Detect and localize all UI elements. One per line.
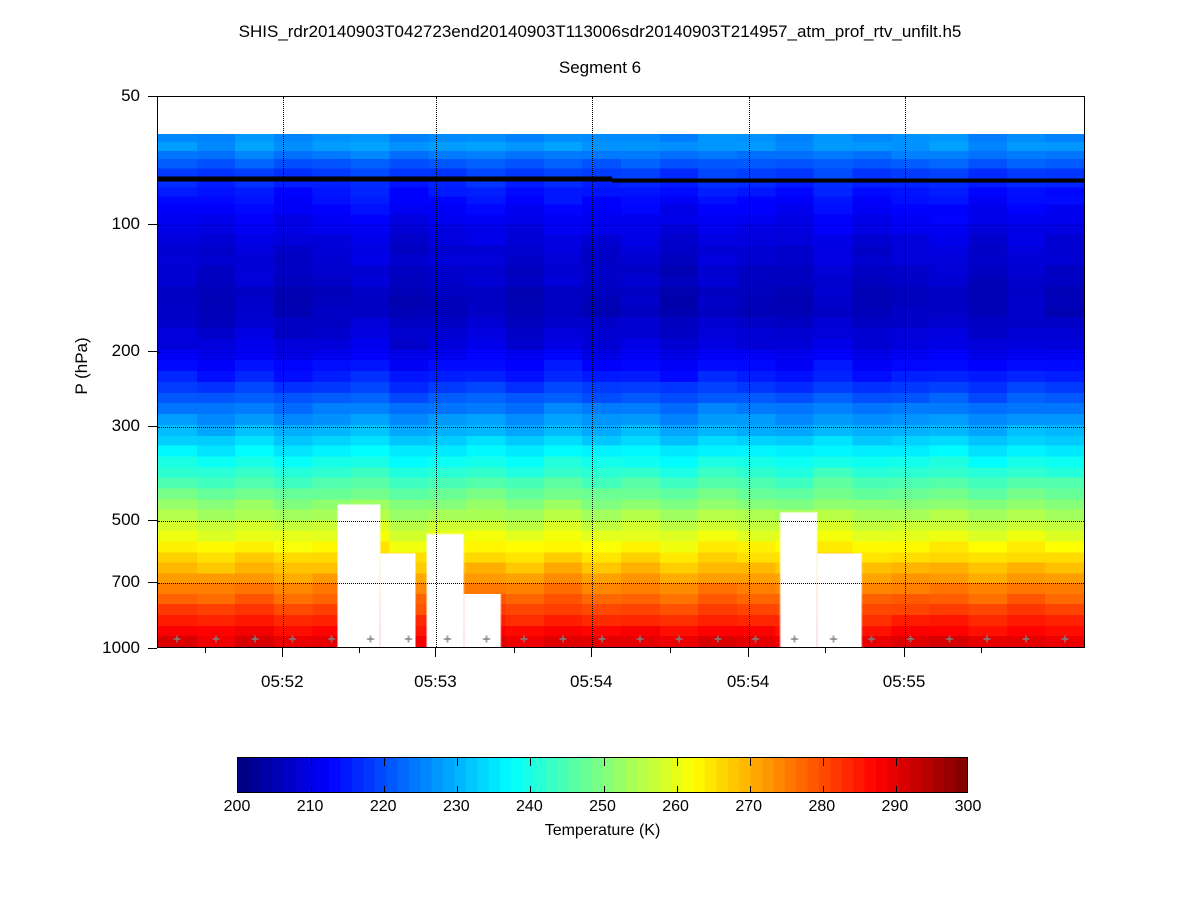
colorbar-tick-top-220 — [384, 758, 386, 766]
colorbar-tick-bottom-290 — [895, 786, 897, 792]
x-tick-label-2: 05:54 — [570, 672, 613, 691]
x-tick-minor-5 — [981, 648, 983, 653]
y-tick-500 — [148, 520, 157, 522]
x-tick-minor-2 — [514, 648, 516, 653]
colorbar-tick-top-230 — [457, 758, 459, 766]
x-tick-minor-0 — [205, 648, 207, 653]
x-tick-minor-1 — [359, 648, 361, 653]
x-tick-minor-4 — [825, 648, 827, 653]
colorbar-tick-label-210: 210 — [296, 798, 324, 815]
y-tick-1000 — [148, 648, 157, 649]
x-tick-label-1: 05:53 — [414, 672, 457, 691]
gridline-horizontal-100 — [158, 224, 1084, 226]
figure-title: SHIS_rdr20140903T042723end20140903T11300… — [238, 22, 962, 41]
colorbar-tick-top-290 — [895, 758, 897, 766]
colorbar-tick-top-250 — [603, 758, 605, 766]
y-tick-label-200: 200 — [111, 341, 140, 361]
figure-subtitle: Segment 6 — [558, 58, 642, 77]
x-tick-label-4: 05:55 — [882, 672, 926, 691]
gridline-vertical-3 — [749, 97, 751, 647]
colorbar-tick-label-300: 300 — [954, 798, 982, 815]
colorbar-tick-top-260 — [676, 758, 678, 766]
colorbar-title: Temperature (K) — [544, 822, 661, 839]
colorbar-tick-bottom-280 — [822, 786, 824, 792]
x-tick-label-0: 05:52 — [260, 672, 304, 691]
gridline-horizontal-500 — [158, 521, 1084, 523]
colorbar-tick-bottom-260 — [676, 786, 678, 792]
y-tick-700 — [148, 582, 157, 584]
x-tick-major-0 — [282, 648, 284, 657]
colorbar-tick-label-240: 240 — [516, 798, 543, 815]
colorbar — [237, 757, 968, 793]
colorbar-tick-label-280: 280 — [808, 798, 836, 815]
colorbar-tick-label-220: 220 — [369, 798, 397, 815]
y-tick-label-100: 100 — [111, 213, 140, 233]
y-tick-label-1000: 1000 — [102, 638, 140, 657]
y-tick-300 — [148, 426, 157, 428]
y-tick-200 — [148, 351, 157, 353]
colorbar-tick-top-240 — [530, 758, 532, 766]
colorbar-tick-label-260: 260 — [662, 798, 689, 815]
colorbar-tick-bottom-250 — [603, 786, 605, 792]
colorbar-tick-label-290: 290 — [881, 798, 909, 815]
colorbar-tick-bottom-230 — [457, 786, 459, 792]
colorbar-tick-label-250: 250 — [589, 798, 616, 815]
colorbar-tick-top-210 — [311, 758, 313, 766]
x-tick-major-1 — [435, 648, 437, 657]
y-tick-label-50: 50 — [121, 86, 140, 105]
colorbar-tick-bottom-240 — [530, 786, 532, 792]
colorbar-tick-label-200: 200 — [223, 798, 251, 815]
gridline-vertical-1 — [436, 97, 438, 647]
x-tick-minor-3 — [670, 648, 672, 653]
gridline-vertical-4 — [905, 97, 907, 647]
x-tick-major-3 — [748, 648, 750, 657]
colorbar-tick-bottom-270 — [749, 786, 751, 792]
colorbar-tick-top-280 — [822, 758, 824, 766]
x-tick-major-2 — [591, 648, 593, 657]
plot-axes — [157, 96, 1085, 648]
y-tick-label-300: 300 — [111, 416, 140, 436]
x-tick-major-4 — [904, 648, 906, 657]
gridline-horizontal-300 — [158, 427, 1084, 429]
colorbar-tick-bottom-220 — [384, 786, 386, 792]
y-tick-50 — [148, 96, 157, 97]
y-tick-label-700: 700 — [111, 572, 140, 592]
colorbar-tick-bottom-210 — [311, 786, 313, 792]
y-axis-title: P (hPa) — [72, 337, 91, 395]
x-tick-label-3: 05:54 — [726, 672, 770, 691]
gridline-horizontal-700 — [158, 583, 1084, 585]
y-tick-100 — [148, 223, 157, 225]
colorbar-tick-top-270 — [749, 758, 751, 766]
gridline-vertical-0 — [283, 97, 285, 647]
y-tick-label-500: 500 — [111, 510, 140, 530]
colorbar-tick-label-230: 230 — [442, 798, 470, 815]
colorbar-tick-label-270: 270 — [735, 798, 763, 815]
gridline-vertical-2 — [592, 97, 594, 647]
heatmap-image — [158, 97, 1084, 647]
gridline-horizontal-200 — [158, 352, 1084, 354]
